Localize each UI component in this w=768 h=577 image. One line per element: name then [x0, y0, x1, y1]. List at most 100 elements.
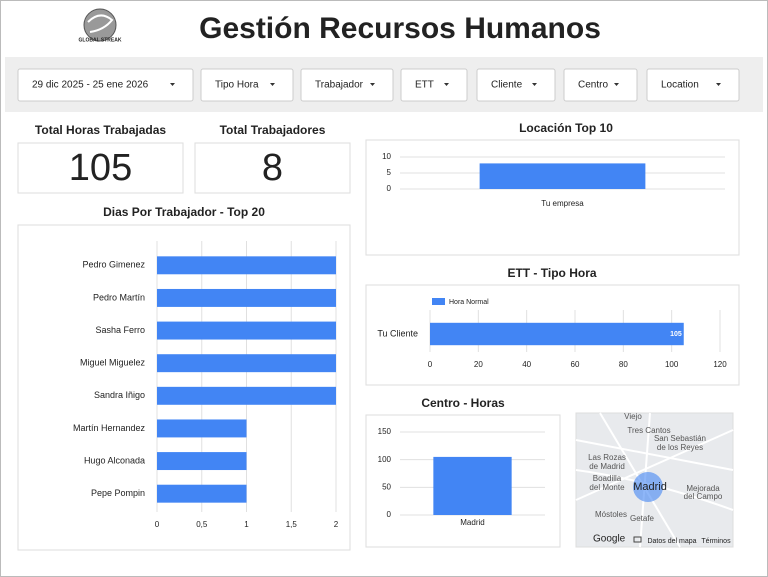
dropdown-caret[interactable]	[444, 83, 449, 86]
y-tick-label: 5	[387, 168, 392, 177]
map-bubble	[633, 472, 663, 502]
y-tick-label: 150	[378, 427, 392, 436]
bar	[157, 256, 336, 275]
filter-label[interactable]: ETT	[415, 80, 434, 91]
map-label: de Madrid	[589, 462, 625, 471]
dropdown-caret[interactable]	[270, 83, 275, 86]
y-tick-label: Pedro Martín	[93, 292, 145, 302]
bar	[157, 419, 247, 438]
filter-label[interactable]: Location	[661, 80, 699, 91]
chart-title: ETT - Tipo Hora	[507, 266, 596, 280]
y-tick-label: Pepe Pompin	[91, 488, 145, 498]
x-tick-label: 1,5	[286, 520, 298, 529]
y-tick-label: 10	[382, 152, 391, 161]
y-tick-label: Sasha Ferro	[95, 325, 145, 335]
bar	[157, 484, 247, 503]
y-tick-label: 0	[387, 184, 392, 193]
kpi-label: Total Trabajadores	[220, 123, 326, 137]
kpi-box	[17, 142, 184, 194]
bar	[479, 163, 646, 189]
x-tick-label: 120	[713, 360, 727, 369]
logo-text: GLOBAL STREAK	[79, 37, 122, 43]
x-tick-label: Tu empresa	[541, 199, 584, 208]
map-label: Móstoles	[595, 510, 627, 519]
filter-button[interactable]	[563, 68, 638, 102]
x-tick-label: 2	[334, 520, 339, 529]
bar	[157, 354, 336, 373]
kpi-box	[194, 142, 351, 194]
x-tick-label: 0,5	[196, 520, 208, 529]
x-tick-label: 60	[571, 360, 580, 369]
kpi-value: 8	[262, 147, 283, 189]
dropdown-caret[interactable]	[370, 83, 375, 86]
chart-title: Locación Top 10	[519, 121, 613, 135]
kpi-value: 105	[69, 147, 132, 189]
filter-button[interactable]	[200, 68, 294, 102]
filter-button[interactable]	[400, 68, 468, 102]
map-label: del Campo	[684, 492, 723, 501]
x-tick-label: 0	[155, 520, 160, 529]
chart-panel	[365, 139, 740, 256]
map-label: Getafe	[630, 514, 655, 523]
bar	[157, 386, 336, 405]
filter-button[interactable]	[17, 68, 194, 102]
map-road	[575, 429, 734, 501]
dropdown-caret[interactable]	[614, 83, 619, 86]
filter-button[interactable]	[476, 68, 556, 102]
filter-label[interactable]: Centro	[578, 80, 608, 91]
x-tick-label: 80	[619, 360, 628, 369]
map-road	[575, 439, 734, 471]
map-label: Madrid	[633, 481, 667, 493]
x-tick-label: 1	[244, 520, 249, 529]
x-tick-label: 40	[522, 360, 531, 369]
bar	[433, 456, 512, 515]
filter-label[interactable]: Tipo Hora	[215, 80, 259, 91]
y-tick-label: Pedro Gimenez	[82, 260, 145, 270]
logo-mark	[83, 8, 117, 42]
filter-button[interactable]	[300, 68, 394, 102]
map-label: San Sebastián	[654, 434, 706, 443]
map-attribution[interactable]: Datos del mapa	[647, 538, 696, 545]
x-tick-label: 100	[665, 360, 679, 369]
filter-label[interactable]: Trabajador	[315, 80, 364, 91]
legend-label: Hora Normal	[449, 299, 489, 306]
map-label: Las Rozas	[588, 453, 626, 462]
chart-title: Dias Por Trabajador - Top 20	[103, 205, 265, 219]
map-attribution: Google	[593, 534, 626, 545]
x-tick-label: 20	[474, 360, 483, 369]
y-tick-label: Miguel Miguelez	[80, 358, 146, 368]
dropdown-caret[interactable]	[532, 83, 537, 86]
filter-button[interactable]	[646, 68, 740, 102]
bar	[157, 321, 336, 340]
x-tick-label: 0	[428, 360, 433, 369]
map-label: del Monte	[589, 483, 625, 492]
filter-label[interactable]: 29 dic 2025 - 25 ene 2026	[32, 80, 149, 91]
page-title: Gestión Recursos Humanos	[199, 12, 601, 45]
y-tick-label: Tu Cliente	[377, 328, 418, 338]
y-tick-label: 100	[378, 455, 392, 464]
map-label: Viejo	[624, 412, 642, 421]
dropdown-caret[interactable]	[716, 83, 721, 86]
map-label: Boadilla	[593, 474, 622, 483]
x-tick-label: Madrid	[460, 518, 484, 527]
data-label: 105	[670, 331, 682, 338]
map-keyboard-icon	[633, 536, 642, 543]
logo-swirl	[87, 14, 114, 33]
y-tick-label: Hugo Alconada	[84, 455, 145, 465]
map-attribution[interactable]: Términos	[701, 538, 731, 545]
map-label: Tres Cantos	[627, 426, 670, 435]
y-tick-label: 50	[382, 482, 391, 491]
y-tick-label: Sandra Iñigo	[94, 390, 145, 400]
y-tick-label: Martín Hernandez	[73, 423, 146, 433]
bar	[430, 322, 684, 346]
dropdown-caret[interactable]	[170, 83, 175, 86]
chart-title: Centro - Horas	[421, 396, 505, 410]
filter-label[interactable]: Cliente	[491, 80, 523, 91]
bar	[157, 452, 247, 471]
map-label: Mejorada	[686, 484, 720, 493]
legend-swatch	[432, 298, 445, 305]
y-tick-label: 0	[387, 510, 392, 519]
map-label: de los Reyes	[657, 443, 703, 452]
